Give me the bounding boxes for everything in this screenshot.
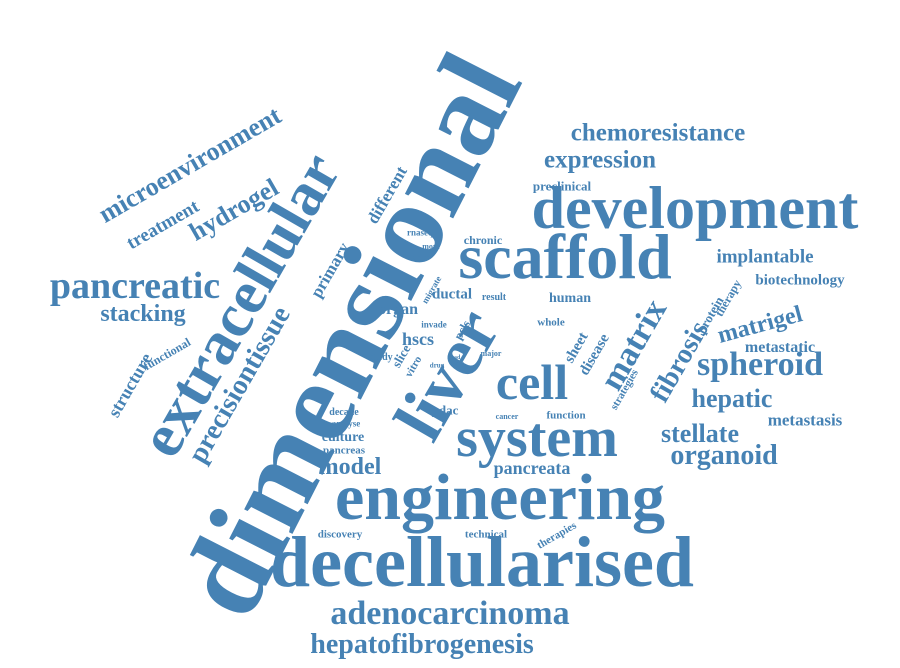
word-pancreata: pancreata — [493, 458, 571, 478]
word-adenocarcinoma: adenocarcinoma — [330, 595, 570, 632]
word-expression: expression — [543, 146, 657, 174]
word-preclinical: preclinical — [532, 178, 592, 194]
word-cell: cell — [495, 354, 569, 410]
word-hepatofibrogenesis: hepatofibrogenesis — [310, 629, 534, 660]
word-stellate: stellate — [661, 419, 739, 448]
word-metastatic: metastatic — [744, 339, 816, 356]
word-decellularised: decellularised — [270, 522, 694, 602]
word-decade: decade — [329, 407, 359, 418]
word-chronic: chronic — [463, 233, 503, 247]
word-development: development — [531, 175, 859, 241]
word-spheroid: spheroid — [697, 346, 823, 383]
word-function: function — [546, 409, 586, 422]
word-able: able — [411, 252, 429, 263]
word-year: year — [452, 361, 464, 367]
word-stacking: stacking — [100, 301, 186, 327]
word-major: major — [480, 349, 502, 358]
word-metastasis: metastasis — [767, 410, 843, 430]
word-invade: invade — [421, 319, 447, 330]
word-culture: culture — [321, 430, 365, 445]
word-pancreatic: pancreatic — [49, 265, 221, 307]
word-pancreas: pancreas — [323, 444, 365, 457]
word-implantable: implantable — [716, 246, 814, 268]
word-whole: whole — [537, 316, 565, 329]
word-pdac: pdac — [431, 402, 459, 418]
word-lead: lead — [449, 355, 461, 361]
word-analyse: analyse — [331, 418, 361, 429]
word-engineering: engineering — [335, 461, 665, 534]
word-chemoresistance: chemoresistance — [570, 119, 746, 147]
word-ductal: ductal — [431, 286, 473, 303]
word-study: study — [369, 352, 393, 363]
word-rnaseq: rnaseq — [406, 227, 434, 238]
word-biotechnology: biotechnology — [755, 272, 845, 289]
word-drug: drug — [429, 361, 445, 370]
word-hscs: hscs — [401, 329, 435, 349]
word-scaffold: scaffold — [458, 221, 672, 292]
word-result: result — [481, 292, 507, 303]
word-organ: organ — [378, 301, 418, 318]
word-technical: technical — [464, 528, 508, 541]
word-more: more — [422, 242, 440, 251]
word-hepatic: hepatic — [691, 384, 773, 413]
word-system: system — [456, 407, 618, 469]
word-cancer: cancer — [495, 412, 519, 421]
word-model: model — [318, 454, 382, 480]
word-human: human — [548, 291, 592, 306]
word-organoid: organoid — [670, 440, 778, 471]
word-discovery: discovery — [317, 528, 363, 541]
